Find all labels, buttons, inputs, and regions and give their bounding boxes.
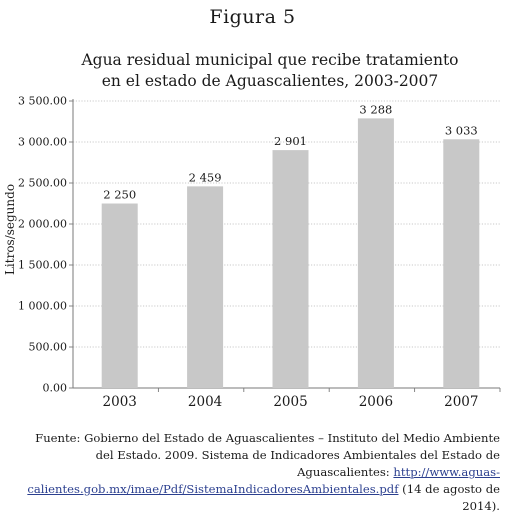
bar (357, 118, 394, 388)
source-suffix: (14 de agosto de 2014). (398, 482, 500, 513)
x-category-label: 2003 (103, 394, 137, 410)
bar (187, 186, 224, 388)
source-note: Fuente: Gobierno del Estado de Aguascali… (14, 430, 500, 515)
bar-value-label: 3 288 (359, 102, 392, 116)
x-category-label: 2007 (444, 394, 478, 410)
y-tick-label: 2 500.00 (18, 177, 67, 190)
chart-title-line-2: en el estado de Aguascalientes, 2003-200… (101, 72, 439, 90)
y-tick-label: 1 500.00 (18, 259, 67, 272)
x-category-label: 2005 (273, 394, 307, 410)
bar (272, 150, 309, 388)
x-category-label: 2006 (359, 394, 393, 410)
figure-label: Figura 5 (209, 6, 296, 28)
x-category-label: 2004 (188, 394, 222, 410)
chart-title-line-1: Agua residual municipal que recibe trata… (81, 51, 459, 69)
bar (101, 203, 138, 388)
y-tick-label: 3 500.00 (18, 95, 67, 108)
y-tick-label: 2 000.00 (18, 218, 67, 231)
bar-value-label: 3 033 (445, 123, 478, 137)
bar (443, 139, 480, 388)
y-tick-label: 0.00 (43, 382, 68, 395)
bar-chart: 0.00 500.00 1 000.00 1 500.00 2 000.00 2 500.… (3, 95, 501, 410)
y-tick-label: 3 000.00 (18, 136, 67, 149)
source-prefix: Fuente: Gobierno del Estado de Aguascali… (35, 431, 500, 479)
y-tick-label: 1 000.00 (18, 300, 67, 313)
y-tick-label: 500.00 (29, 341, 68, 354)
bar-value-label: 2 250 (103, 188, 136, 202)
bar-value-label: 2 459 (189, 170, 222, 184)
chart-title: Agua residual municipal que recibe trata… (60, 50, 480, 92)
y-axis-title: Litros/segundo (3, 184, 17, 275)
bar-value-label: 2 901 (274, 134, 307, 148)
